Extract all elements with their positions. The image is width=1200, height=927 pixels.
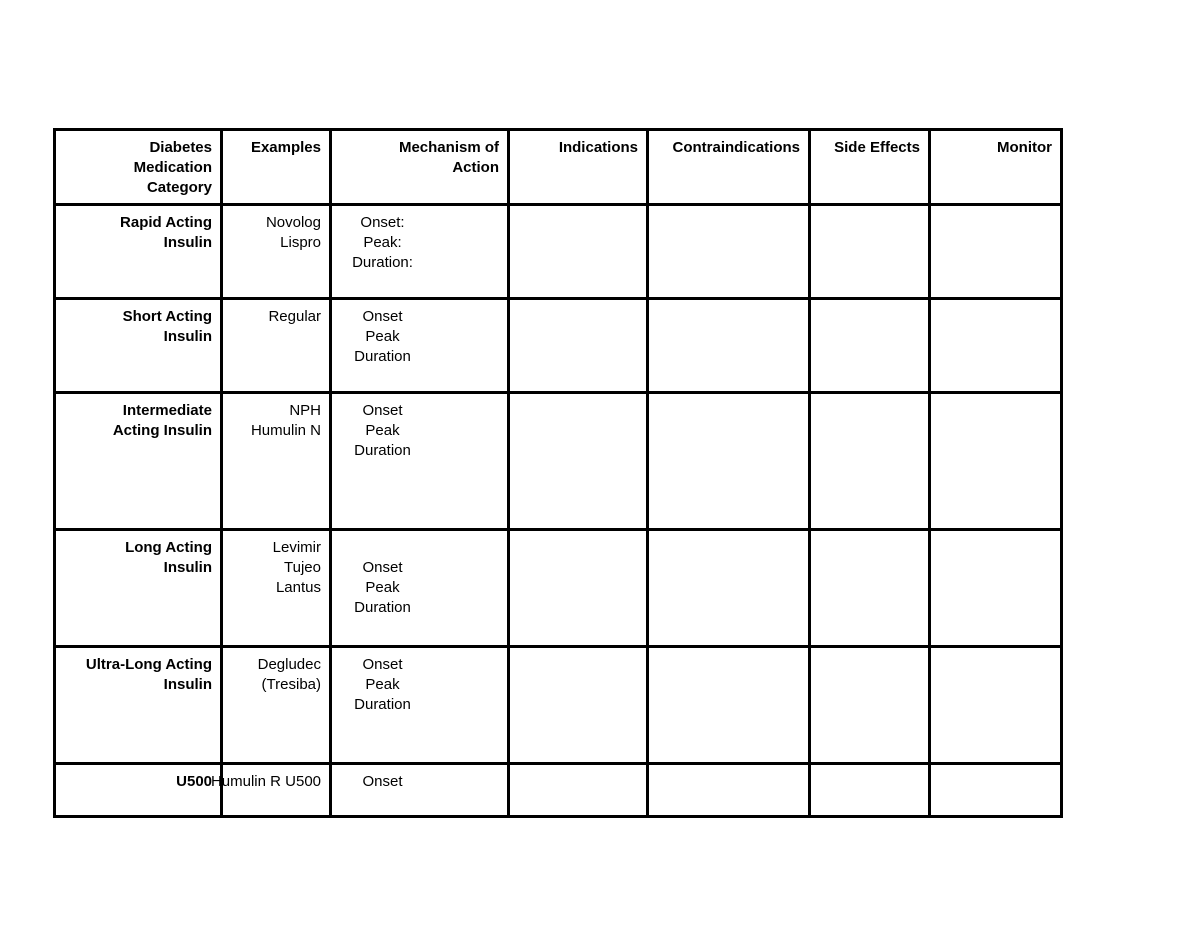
cell-contraindications xyxy=(649,300,808,391)
cell-contraindications xyxy=(649,206,808,297)
cell-mechanism: Onset Peak Duration xyxy=(332,531,507,645)
diabetes-medication-table: Diabetes Medication Category Examples Me… xyxy=(53,128,1063,818)
cell-category: U500 xyxy=(56,765,220,815)
cell-examples: Regular xyxy=(223,300,329,391)
cell-category: Rapid Acting Insulin xyxy=(56,206,220,297)
cell-examples: Levimir Tujeo Lantus xyxy=(223,531,329,645)
cell-side-effects xyxy=(811,206,928,297)
cell-contraindications xyxy=(649,531,808,645)
cell-indications xyxy=(510,648,646,762)
cell-monitor xyxy=(931,648,1060,762)
cell-mechanism: Onset Peak Duration xyxy=(332,648,507,762)
cell-category: Long Acting Insulin xyxy=(56,531,220,645)
cell-mechanism: Onset Peak Duration xyxy=(332,300,507,391)
cell-mechanism: Onset Peak Duration xyxy=(332,394,507,528)
cell-side-effects xyxy=(811,394,928,528)
header-monitor: Monitor xyxy=(931,131,1060,203)
cell-examples: Degludec (Tresiba) xyxy=(223,648,329,762)
cell-contraindications xyxy=(649,648,808,762)
cell-indications xyxy=(510,394,646,528)
cell-contraindications xyxy=(649,394,808,528)
cell-indications xyxy=(510,531,646,645)
cell-category: Short Acting Insulin xyxy=(56,300,220,391)
cell-side-effects xyxy=(811,765,928,815)
header-examples: Examples xyxy=(223,131,329,203)
cell-side-effects xyxy=(811,531,928,645)
cell-examples: NPH Humulin N xyxy=(223,394,329,528)
header-indications: Indications xyxy=(510,131,646,203)
cell-side-effects xyxy=(811,300,928,391)
cell-mechanism: Onset: Peak: Duration: xyxy=(332,206,507,297)
cell-contraindications xyxy=(649,765,808,815)
cell-indications xyxy=(510,300,646,391)
header-side-effects: Side Effects xyxy=(811,131,928,203)
cell-mechanism: Onset xyxy=(332,765,507,815)
cell-side-effects xyxy=(811,648,928,762)
cell-monitor xyxy=(931,206,1060,297)
cell-monitor xyxy=(931,531,1060,645)
header-category: Diabetes Medication Category xyxy=(56,131,220,203)
cell-category: Ultra-Long Acting Insulin xyxy=(56,648,220,762)
cell-indications xyxy=(510,765,646,815)
cell-monitor xyxy=(931,394,1060,528)
cell-category: Intermediate Acting Insulin xyxy=(56,394,220,528)
cell-indications xyxy=(510,206,646,297)
cell-monitor xyxy=(931,300,1060,391)
cell-examples: Humulin R U500 xyxy=(211,765,329,815)
cell-examples: Novolog Lispro xyxy=(223,206,329,297)
header-mechanism: Mechanism of Action xyxy=(332,131,507,203)
header-contraindications: Contraindications xyxy=(649,131,808,203)
cell-monitor xyxy=(931,765,1060,815)
